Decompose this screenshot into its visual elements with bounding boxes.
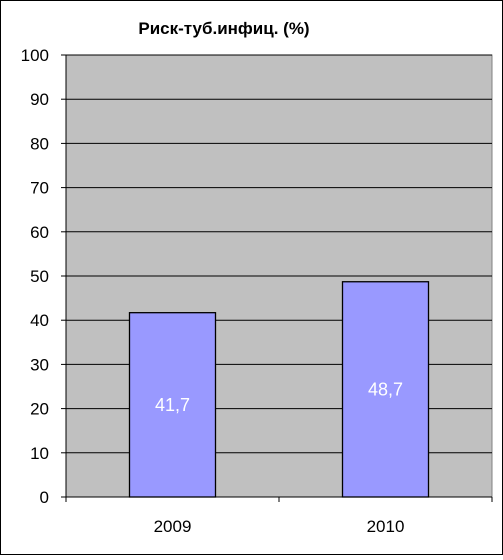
y-tick-label: 80 [30,134,49,153]
y-tick-label: 90 [30,90,49,109]
data-label: 48,7 [368,379,403,399]
chart-title: Риск-туб.инфиц. (%) [138,19,309,38]
y-tick-label: 10 [30,444,49,463]
y-tick-label: 100 [21,46,49,65]
bar-2009 [128,312,217,498]
data-label: 41,7 [155,395,190,415]
y-tick-label: 0 [40,488,49,507]
y-tick-label: 60 [30,223,49,242]
x-tick-label: 2009 [154,517,192,536]
bar-2010 [341,281,430,498]
y-tick-label: 30 [30,355,49,374]
plot-area: 0 10 20 30 40 50 60 70 80 90 100 41,7 2009 48,7 2010 [21,46,493,536]
y-tick-label: 40 [30,311,49,330]
y-tick-label: 70 [30,179,49,198]
x-tick-label: 2010 [367,517,405,536]
y-tick-label: 50 [30,267,49,286]
y-tick-label: 20 [30,400,49,419]
